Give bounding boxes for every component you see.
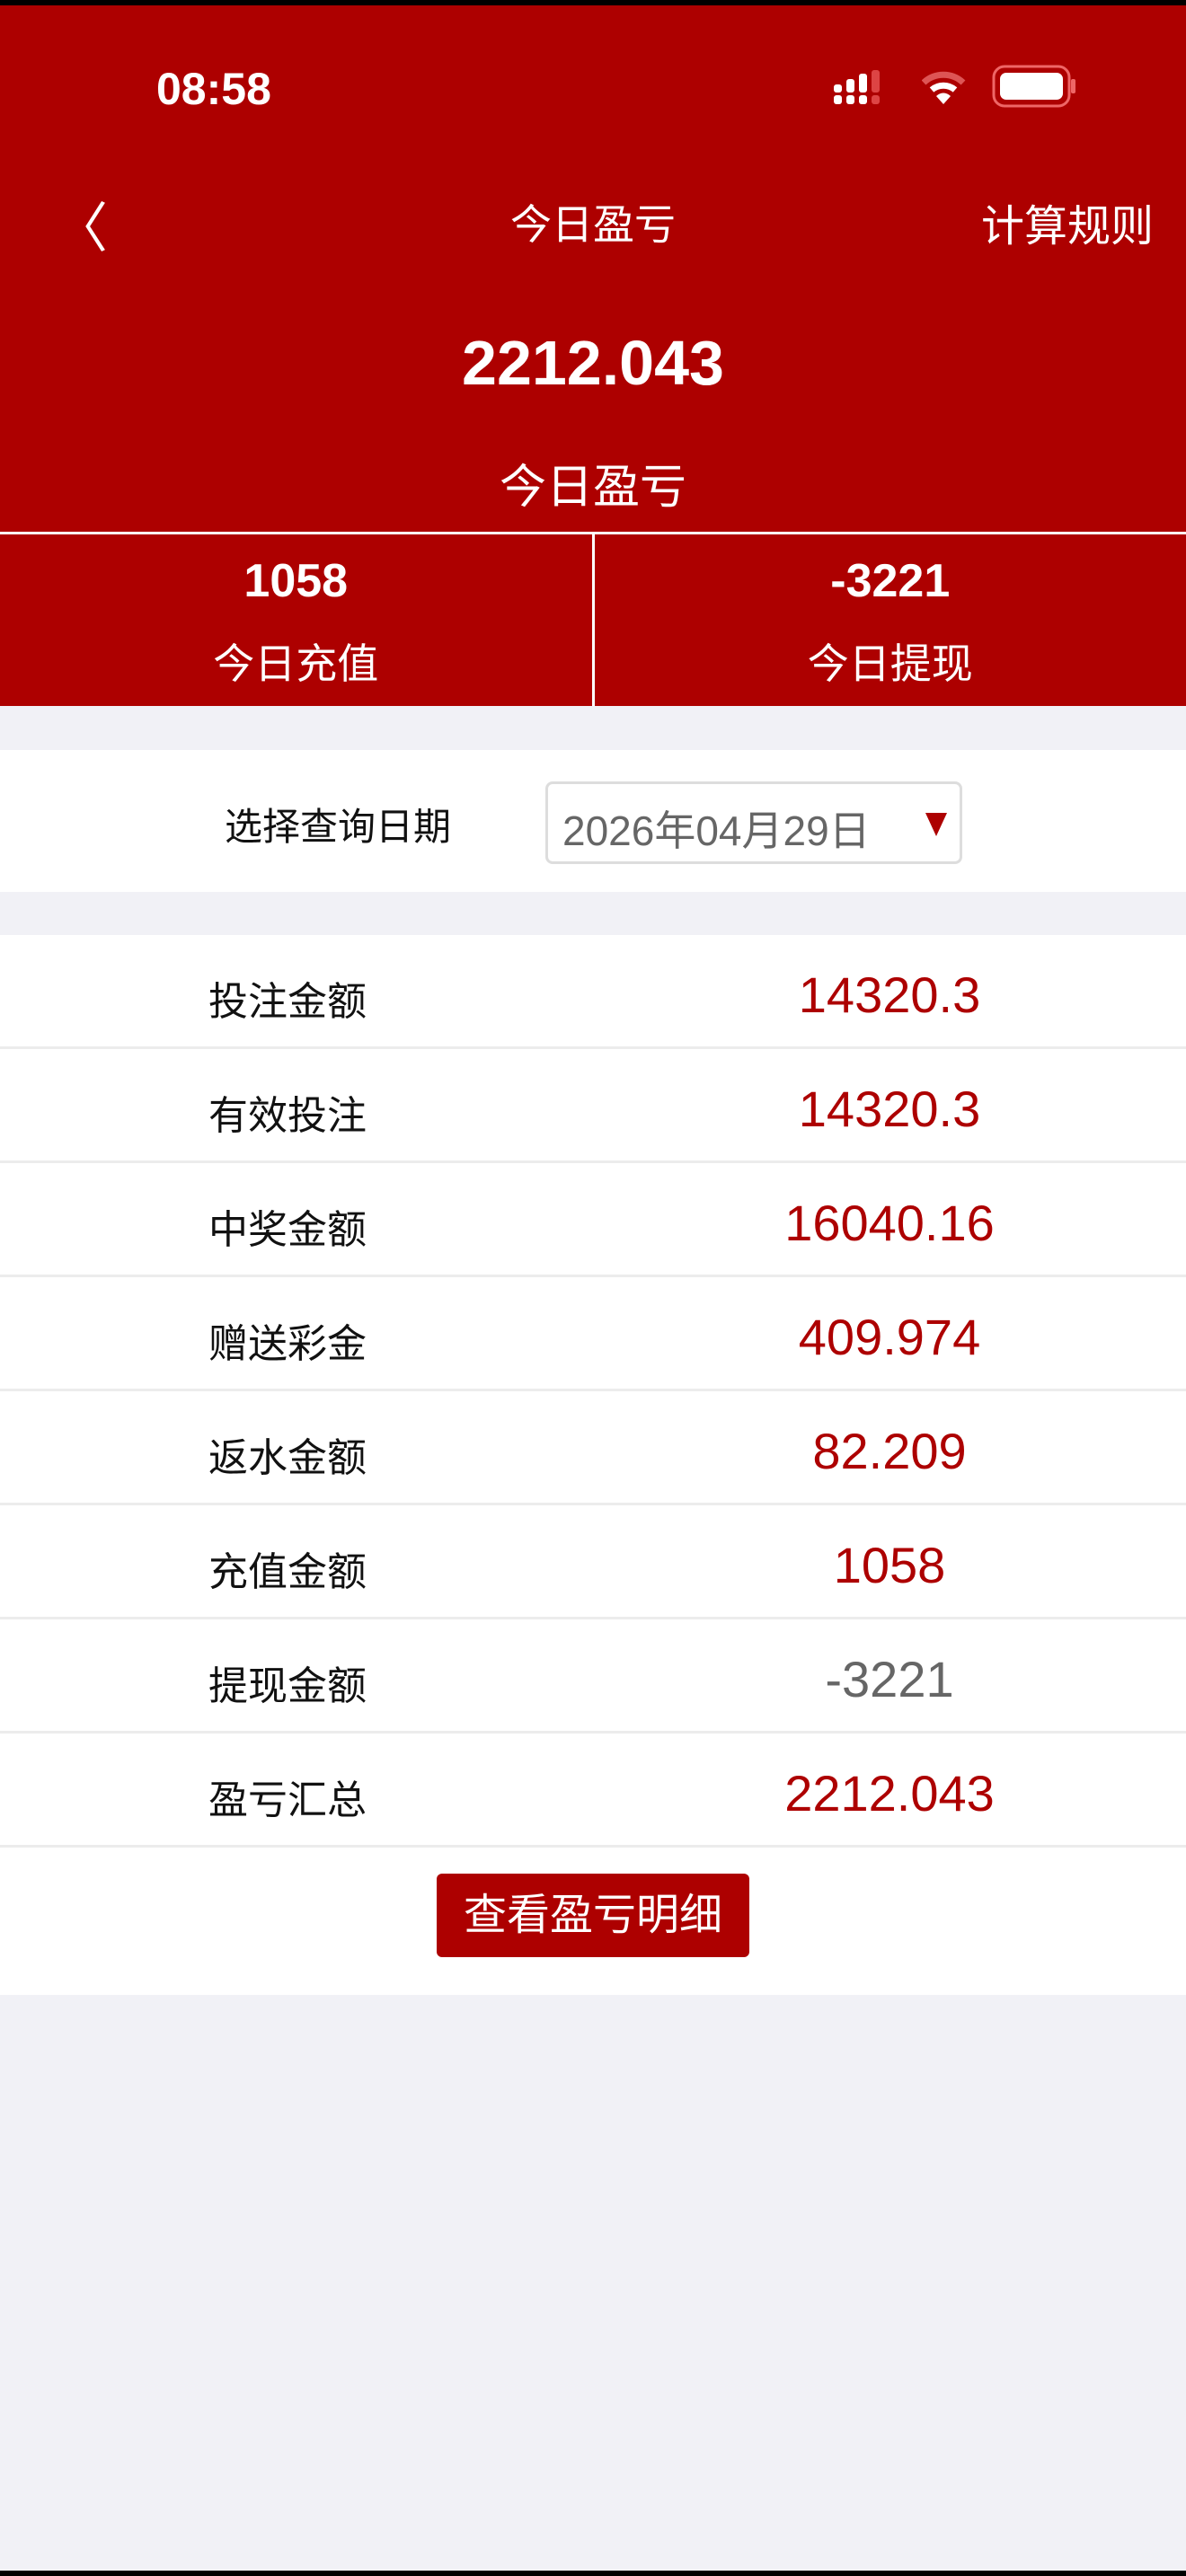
item-value: 409.974 <box>798 1309 981 1365</box>
item-label: 充值金额 <box>208 1549 367 1595</box>
date-filter-label: 选择查询日期 <box>225 805 452 849</box>
list-item: 充值金额 1058 <box>0 1505 1186 1619</box>
stat-value: -3221 <box>830 555 951 607</box>
date-select[interactable]: 2026年04月29日 <box>545 781 962 864</box>
stat-value: 1058 <box>243 555 349 607</box>
dropdown-triangle-icon <box>925 813 947 836</box>
item-value: 16040.16 <box>784 1195 995 1251</box>
date-select-value: 2026年04月29日 <box>562 807 871 854</box>
item-value: -3221 <box>825 1651 954 1707</box>
header: 08:58 〈 今日盈亏 计算规则 2212.043 今日盈亏 1058 今日充… <box>0 5 1186 706</box>
list-item: 赠送彩金 409.974 <box>0 1277 1186 1391</box>
list-item: 提现金额 -3221 <box>0 1619 1186 1734</box>
item-label: 有效投注 <box>208 1093 367 1139</box>
back-button[interactable]: 〈 <box>54 185 108 263</box>
item-label: 中奖金额 <box>208 1207 367 1253</box>
list-item: 返水金额 82.209 <box>0 1391 1186 1505</box>
stat-withdraw: -3221 今日提现 <box>591 534 1186 706</box>
item-label: 投注金额 <box>208 979 367 1025</box>
today-profit-value: 2212.043 <box>462 328 724 398</box>
wifi-icon <box>922 71 966 104</box>
stat-label: 今日充值 <box>213 640 379 688</box>
list-item: 有效投注 14320.3 <box>0 1049 1186 1163</box>
item-label: 提现金额 <box>208 1663 367 1709</box>
today-profit-label: 今日盈亏 <box>499 461 686 515</box>
list-item: 中奖金额 16040.16 <box>0 1163 1186 1277</box>
list-item: 投注金额 14320.3 <box>0 935 1186 1049</box>
item-value: 82.209 <box>812 1423 967 1479</box>
date-filter-row: 选择查询日期 2026年04月29日 <box>0 750 1186 892</box>
item-label: 返水金额 <box>208 1435 367 1481</box>
stat-recharge: 1058 今日充值 <box>0 534 592 706</box>
item-label: 赠送彩金 <box>208 1321 367 1367</box>
signal-icon <box>834 70 880 104</box>
bottom-edge <box>0 2571 1186 2576</box>
stats-row: 1058 今日充值 -3221 今日提现 <box>0 532 1186 706</box>
chevron-left-icon: 〈 <box>54 198 108 260</box>
item-value: 1058 <box>833 1537 946 1593</box>
list-item: 盈亏汇总 2212.043 <box>0 1734 1186 1848</box>
status-time: 08:58 <box>156 64 271 114</box>
calculation-rules-button[interactable]: 计算规则 <box>980 201 1154 251</box>
item-value: 14320.3 <box>798 966 981 1023</box>
battery-icon <box>992 65 1075 108</box>
item-value: 14320.3 <box>798 1081 981 1137</box>
view-details-button[interactable]: 查看盈亏明细 <box>437 1874 749 1957</box>
top-edge <box>0 0 1186 5</box>
item-label: 盈亏汇总 <box>208 1778 367 1823</box>
summary-list: 投注金额 14320.3 有效投注 14320.3 中奖金额 16040.16 赠送彩… <box>0 935 1186 1995</box>
stat-label: 今日提现 <box>807 640 973 688</box>
item-value: 2212.043 <box>784 1765 995 1822</box>
page-title: 今日盈亏 <box>510 200 676 249</box>
